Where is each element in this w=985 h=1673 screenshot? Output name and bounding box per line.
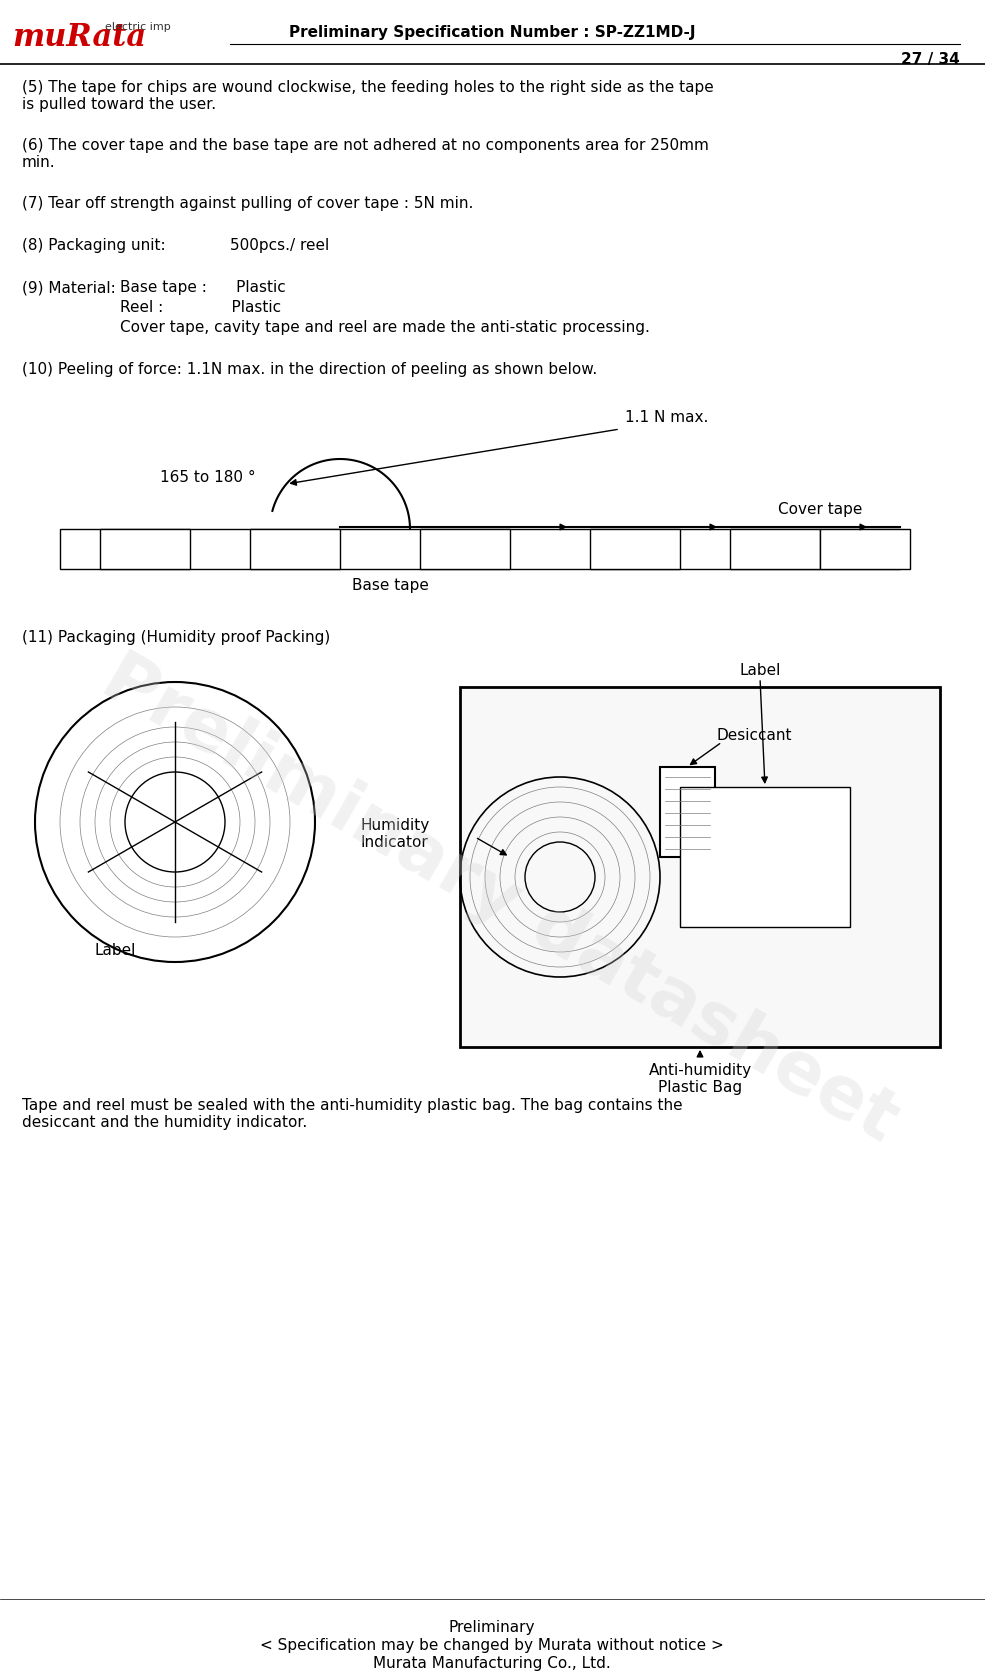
Text: Desiccant: Desiccant xyxy=(717,728,793,743)
Bar xyxy=(100,530,190,570)
Text: Humidity
Indicator: Humidity Indicator xyxy=(360,818,429,850)
Text: Cover tape, cavity tape and reel are made the anti-static processing.: Cover tape, cavity tape and reel are mad… xyxy=(120,320,650,335)
Text: (10) Peeling of force: 1.1N max. in the direction of peeling as shown below.: (10) Peeling of force: 1.1N max. in the … xyxy=(22,361,597,376)
Bar xyxy=(60,530,900,570)
Text: electric imp: electric imp xyxy=(105,22,170,32)
Text: 500pcs./ reel: 500pcs./ reel xyxy=(230,238,329,253)
Text: Label: Label xyxy=(740,663,781,678)
Text: Preliminary datasheet: Preliminary datasheet xyxy=(91,642,910,1156)
Text: (8) Packaging unit:: (8) Packaging unit: xyxy=(22,238,165,253)
Text: (6) The cover tape and the base tape are not adhered at no components area for 2: (6) The cover tape and the base tape are… xyxy=(22,137,709,171)
Text: Label: Label xyxy=(95,942,136,957)
Bar xyxy=(250,530,340,570)
Text: (11) Packaging (Humidity proof Packing): (11) Packaging (Humidity proof Packing) xyxy=(22,629,330,644)
Bar xyxy=(420,530,510,570)
Text: Anti-humidity
Plastic Bag: Anti-humidity Plastic Bag xyxy=(648,1062,752,1094)
Text: Tape and reel must be sealed with the anti-humidity plastic bag. The bag contain: Tape and reel must be sealed with the an… xyxy=(22,1097,683,1129)
Text: 1.1 N max.: 1.1 N max. xyxy=(625,410,708,425)
Text: (5) The tape for chips are wound clockwise, the feeding holes to the right side : (5) The tape for chips are wound clockwi… xyxy=(22,80,714,112)
Text: (9) Material:: (9) Material: xyxy=(22,279,116,294)
Text: 165 to 180 °: 165 to 180 ° xyxy=(160,470,256,485)
Text: Reel :              Plastic: Reel : Plastic xyxy=(120,299,281,315)
Bar xyxy=(680,788,850,927)
Bar xyxy=(660,768,715,858)
Bar xyxy=(590,530,680,570)
Bar xyxy=(730,530,820,570)
Text: Murata Manufacturing Co., Ltd.: Murata Manufacturing Co., Ltd. xyxy=(373,1655,611,1670)
Text: Preliminary Specification Number : SP-ZZ1MD-J: Preliminary Specification Number : SP-ZZ… xyxy=(289,25,695,40)
Text: muRata: muRata xyxy=(12,22,146,54)
Bar xyxy=(820,530,910,570)
Text: Preliminary: Preliminary xyxy=(449,1619,535,1635)
Text: (7) Tear off strength against pulling of cover tape : 5N min.: (7) Tear off strength against pulling of… xyxy=(22,196,474,211)
Text: Base tape: Base tape xyxy=(352,577,428,592)
Text: 27 / 34: 27 / 34 xyxy=(901,52,960,67)
Text: < Specification may be changed by Murata without notice >: < Specification may be changed by Murata… xyxy=(260,1636,724,1651)
Text: Base tape :      Plastic: Base tape : Plastic xyxy=(120,279,286,294)
Bar xyxy=(460,688,940,1047)
Text: Cover tape: Cover tape xyxy=(778,502,862,517)
